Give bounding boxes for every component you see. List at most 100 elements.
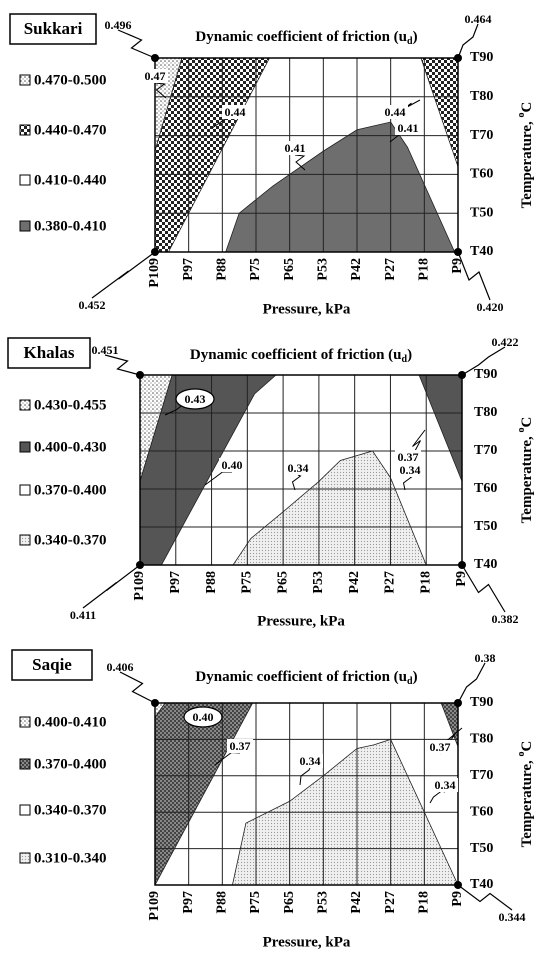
panel: Khalas Dynamic coefficient of friction (u… — [7, 335, 535, 629]
corner-leader — [457, 662, 486, 704]
y-title-part: C — [519, 741, 535, 752]
y-tick-label: T80 — [470, 732, 493, 747]
annotation: 0.41 — [285, 141, 306, 155]
corner-leader — [82, 564, 141, 609]
legend-label: 0.400-0.430 — [34, 439, 107, 455]
annotation-leader — [294, 154, 306, 171]
chart-title: Dynamic coefficient of friction (ud) — [190, 347, 412, 365]
legend-swatch — [19, 220, 31, 232]
annotation-bg — [285, 461, 311, 475]
annotation-bg — [382, 105, 408, 119]
corner-leader — [91, 251, 156, 299]
legend-label: 0.340-0.370 — [34, 802, 107, 818]
annotation-oval — [175, 388, 215, 410]
annotation: 0.37 — [398, 450, 419, 464]
legend-label: 0.400-0.410 — [34, 714, 107, 730]
corner-dot — [458, 371, 466, 379]
title-part: ) — [413, 29, 418, 45]
y-tick-label: T80 — [470, 89, 493, 104]
legend-swatch — [19, 716, 31, 728]
annotation-bg — [395, 121, 421, 135]
title-part: ) — [407, 347, 412, 363]
annotation-bg — [297, 754, 323, 768]
title-part: ) — [413, 669, 418, 685]
annotation: 0.40 — [193, 710, 214, 724]
x-tick-label: P9 — [450, 891, 465, 907]
x-axis-title: Pressure, kPa — [257, 613, 345, 629]
corner-value: 0.420 — [477, 300, 504, 314]
title-part: d — [407, 676, 413, 687]
corner-dot — [454, 699, 462, 707]
corner-leader — [461, 346, 506, 376]
x-tick-label: P42 — [349, 891, 364, 914]
legend-label: 0.470-0.500 — [34, 72, 107, 88]
panel-label-box — [9, 13, 97, 45]
title-part: d — [407, 36, 413, 47]
title-part: Dynamic coefficient of friction (u — [195, 29, 407, 45]
y-tick-label: T90 — [474, 367, 497, 382]
corner-leader — [119, 671, 156, 704]
chart-title: Dynamic coefficient of friction (ud) — [195, 29, 417, 47]
corner-value: 0.344 — [499, 910, 526, 924]
title-part: Dynamic coefficient of friction (u — [190, 347, 402, 363]
y-axis-title: Temperature, oC — [516, 741, 535, 848]
corner-value: 0.411 — [70, 608, 96, 622]
panel: Saqie Dynamic coefficient of friction (ud… — [11, 649, 535, 950]
x-tick-label: P97 — [181, 891, 196, 914]
annotation: 0.43 — [185, 392, 206, 406]
y-tick-label: T60 — [470, 167, 493, 182]
x-tick-label: P18 — [418, 571, 433, 594]
panel-label-box — [11, 649, 93, 681]
x-tick-label: P109 — [147, 258, 162, 288]
panel-label: Khalas — [23, 343, 74, 362]
y-title-part: Temperature, — [519, 118, 535, 209]
y-axis-title: Temperature, oC — [516, 102, 535, 209]
x-tick-label: P53 — [311, 571, 326, 594]
annotation-bg — [227, 739, 253, 753]
legend-label: 0.380-0.410 — [34, 218, 107, 234]
annotation: 0.34 — [435, 778, 456, 792]
y-tick-label: T90 — [470, 50, 493, 65]
legend-label: 0.370-0.400 — [34, 756, 107, 772]
corner-leader — [457, 884, 513, 911]
x-tick-label: P27 — [383, 258, 398, 281]
y-tick-label: T40 — [470, 877, 493, 892]
corner-dot — [458, 561, 466, 569]
y-tick-label: T70 — [470, 128, 493, 143]
corner-dot — [454, 881, 462, 889]
corner-value: 0.451 — [92, 343, 119, 357]
legend-swatch — [19, 804, 31, 816]
annotation-bg — [395, 450, 421, 464]
annotation-bg — [142, 69, 168, 83]
annotation-bg — [282, 141, 308, 155]
y-tick-label: T60 — [470, 804, 493, 819]
x-tick-label: P65 — [282, 258, 297, 281]
y-tick-label: T50 — [470, 841, 493, 856]
legend-swatch — [19, 399, 31, 411]
y-axis-title: Temperature, oC — [516, 417, 535, 524]
annotation: 0.34 — [300, 754, 321, 768]
legend-label: 0.430-0.455 — [34, 397, 107, 413]
corner-dot — [136, 561, 144, 569]
corner-value: 0.464 — [465, 12, 492, 26]
legend-label: 0.340-0.370 — [34, 532, 107, 548]
annotation: 0.44 — [225, 105, 246, 119]
corner-value: 0.406 — [107, 660, 134, 674]
y-title-part: C — [519, 102, 535, 113]
corner-leader — [461, 564, 506, 613]
x-tick-label: P18 — [417, 258, 432, 281]
legend-swatch — [19, 441, 31, 453]
legend-label: 0.370-0.400 — [34, 482, 107, 498]
corner-leader — [457, 251, 491, 301]
x-tick-label: P65 — [282, 891, 297, 914]
x-tick-label: P109 — [147, 891, 162, 921]
annotation: 0.41 — [398, 121, 419, 135]
x-tick-label: P75 — [240, 571, 255, 594]
y-tick-label: T50 — [474, 519, 497, 534]
y-tick-label: T70 — [470, 768, 493, 783]
title-part: Dynamic coefficient of friction (u — [195, 669, 407, 685]
corner-dot — [151, 699, 159, 707]
panel-label-box — [7, 337, 91, 369]
x-tick-label: P97 — [181, 258, 196, 281]
y-tick-label: T40 — [470, 244, 493, 259]
